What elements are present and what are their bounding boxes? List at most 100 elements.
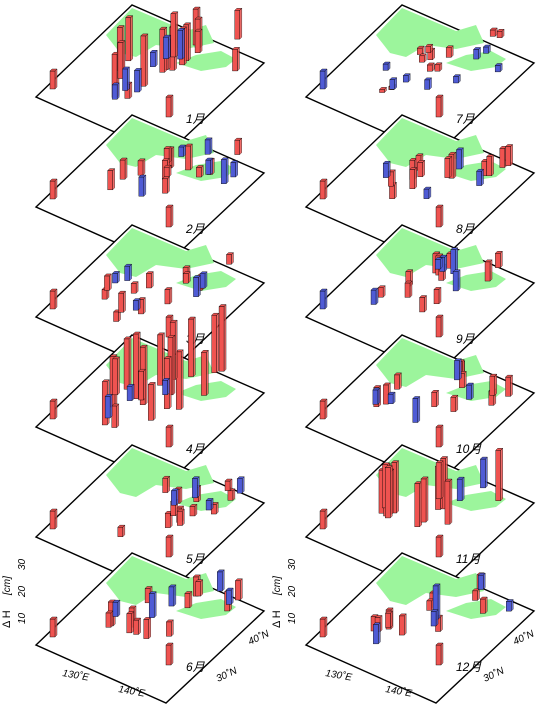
landmass [376,8,484,57]
bar-pos-10 [225,252,234,265]
bar-neg-12 [455,147,464,170]
bar-neg-18 [177,27,186,60]
bar-pos-7 [450,394,459,413]
bar-pos-12 [184,590,193,609]
bar-outlier-bottom [165,534,174,558]
bar-pos-2 [431,389,440,408]
bar-pos-10 [163,164,172,178]
bar-pos-6 [425,43,434,54]
landmass [106,448,214,497]
bar-neg-12 [204,137,213,155]
bar-neg-15 [434,257,443,270]
bar-outlier-left [319,616,328,638]
bar-pos-3 [119,157,128,180]
bar-pos-13 [234,7,243,40]
bar-pos-1 [130,281,139,294]
bar-pos-6 [211,312,220,374]
z-axis-title: Δ H [1,610,13,628]
bar-neg-13 [138,174,147,197]
bar-neg-16 [111,270,120,284]
bar-pos-4 [393,372,402,390]
bar-pos-6 [484,259,493,282]
bar-pos-11 [444,155,453,179]
bar-pos-9 [118,290,126,313]
bar-pos-10 [133,617,142,635]
bar-neg-15 [387,391,396,405]
bar-pos-7 [164,287,173,305]
month-label: 9月 [456,332,476,346]
bar-outlier-bottom [165,204,174,228]
panels-group: 1月2月3月4月5月6月7月8月9月10月11月12月 [34,4,536,704]
panel-1: 1月 [34,4,266,156]
panel-2: 2月 [34,114,266,266]
bar-neg-12 [453,358,462,381]
bar-pos-8 [105,610,114,628]
bar-pos-3 [505,374,513,397]
bar-outlier-left [319,508,328,530]
bar-pos-9 [445,45,454,58]
bar-neg-16 [112,599,121,618]
bar-pos-15 [194,28,203,54]
landmass [106,228,214,277]
month-label: 5月 [186,552,206,566]
bar-pos-11 [162,475,171,494]
bar-pos-17 [112,356,121,396]
z-tick-10-right: 10 [287,612,298,624]
bar-neg-21 [111,82,120,100]
bar-outlier-bottom [435,94,444,118]
bar-outlier-left [49,398,58,420]
month-label: 7月 [456,112,476,126]
bar-pos-7 [123,336,132,390]
x-tick-130-right: 130˚E [324,667,353,684]
bar-neg-14 [370,287,379,305]
landmass-islands [176,599,236,619]
bar-neg-13 [479,456,488,489]
bar-pos-9 [472,588,480,601]
bar-neg-14 [372,387,381,405]
bar-pos-0 [145,271,154,289]
y-tick-40: 40˚N [246,627,271,647]
bar-pos-3 [434,62,443,72]
bar-pos-8 [489,27,498,37]
bar-neg-14 [456,476,465,502]
bar-pos-11 [137,158,146,176]
bar-pos-8 [187,316,196,378]
bar-pos-10 [486,154,495,177]
bar-outlier-left [319,288,328,310]
bar-neg-11 [412,396,421,423]
bar-pos-4 [496,28,505,39]
landmass-islands [446,51,506,71]
bar-pos-11 [143,616,152,640]
bar-pos-9 [161,176,170,194]
bar-neg-15 [230,160,239,178]
bar-neg-18 [452,74,461,84]
bar-neg-16 [382,61,391,71]
bar-neg-17 [162,34,171,60]
bar-neg-13 [382,160,391,179]
month-label: 10月 [456,442,482,456]
bar-neg-14 [220,157,229,185]
bar-neg-12 [372,622,381,645]
bar-pos-4 [409,167,418,190]
bar-neg-17 [389,77,398,90]
panel-12: 12月 [304,552,536,704]
landmass-islands [446,599,506,619]
bar-pos-3 [479,596,488,614]
bar-pos-5 [384,610,393,629]
bar-pos-11 [231,46,240,72]
panel-9: 9月 [304,224,536,376]
landmass-islands [446,491,506,511]
bar-pos-11 [420,476,429,523]
bar-pos-0 [175,349,184,410]
bar-pos-10 [189,503,198,517]
bar-outlier-left [319,68,328,90]
panel-5: 5月 [34,444,266,596]
x-tick-140: 140˚E [117,683,146,700]
panel-4: 4月 [34,304,266,486]
bar-outlier-bottom [435,534,444,558]
bar-pos-2 [444,478,453,525]
panel-8: 8月 [304,114,536,266]
bar-pos-10 [418,53,427,63]
bar-outlier-left [319,178,328,200]
